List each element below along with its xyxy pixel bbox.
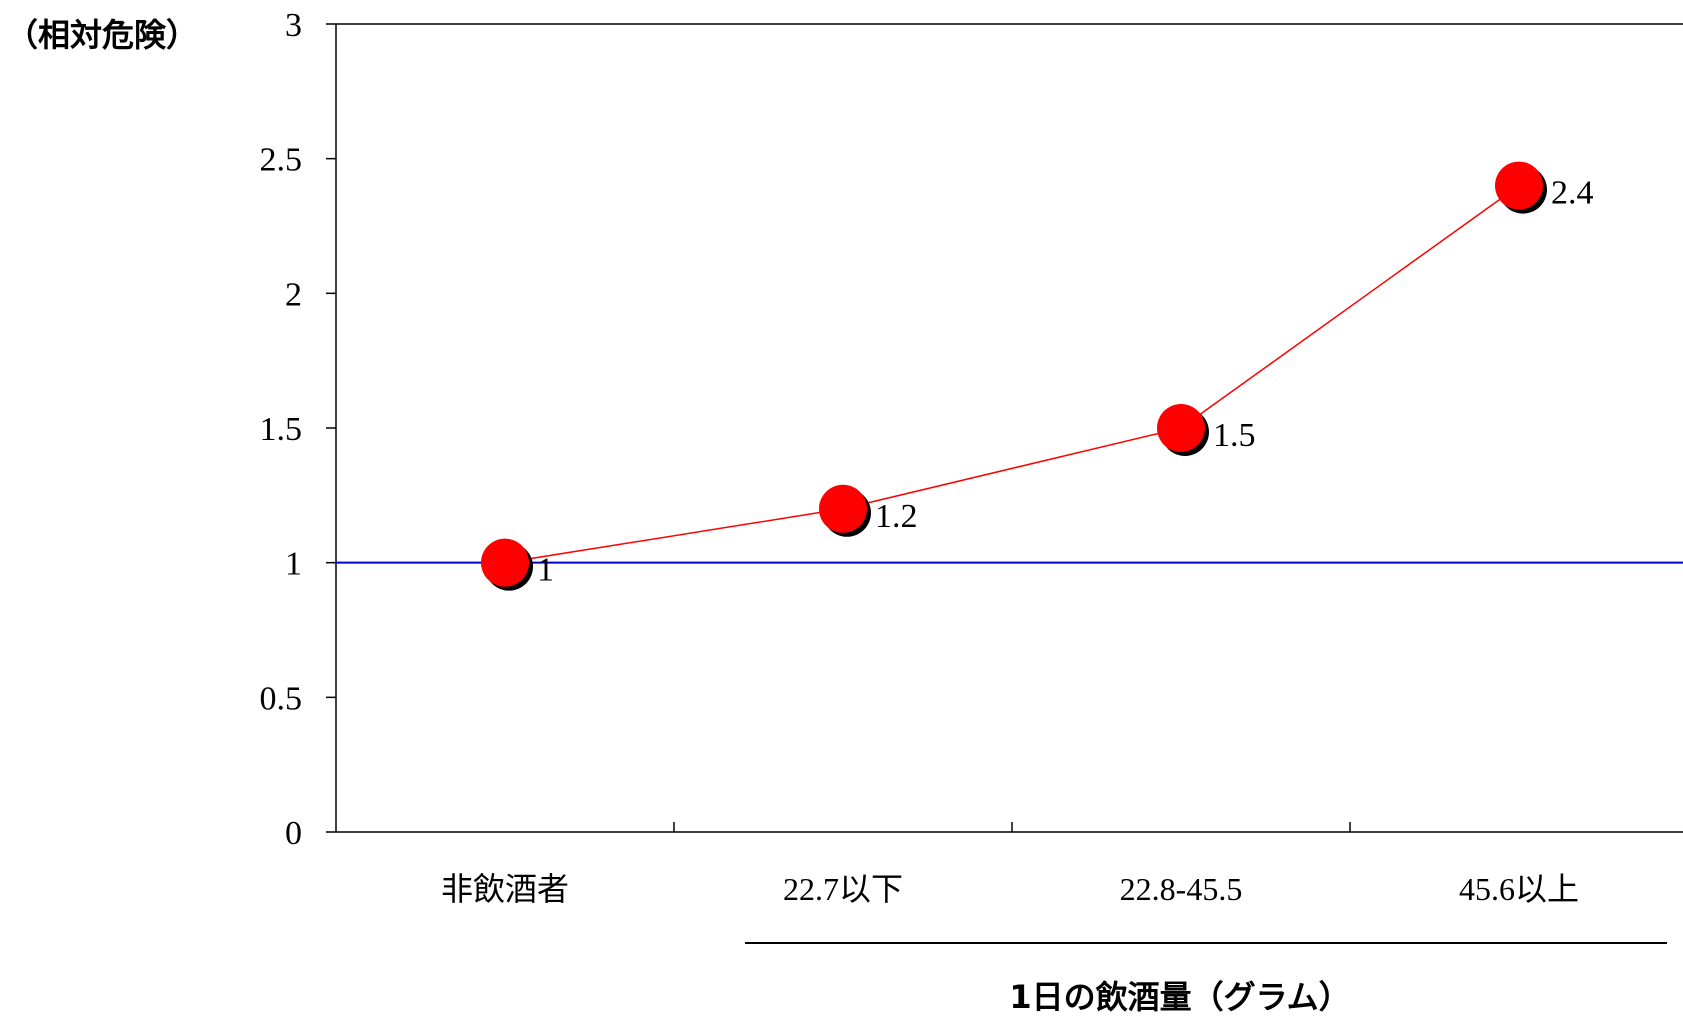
series-line <box>504 184 1520 564</box>
series-markers <box>481 161 1547 591</box>
y-tick-label: 3 <box>285 7 302 44</box>
data-label: 1.2 <box>875 498 918 535</box>
y-ticks: 0 0.5 1 1.5 2 2.5 3 <box>260 7 336 852</box>
y-tick-label: 2 <box>285 276 302 313</box>
y-tick-label: 1 <box>285 546 302 583</box>
data-point <box>481 538 533 591</box>
data-point-marker <box>1495 161 1543 210</box>
data-label: 2.4 <box>1551 175 1594 212</box>
data-point <box>1495 161 1547 214</box>
data-label: 1.5 <box>1213 417 1256 454</box>
y-tick-label: 0.5 <box>260 680 303 717</box>
data-point-marker <box>819 484 867 533</box>
x-ticks <box>673 822 1351 832</box>
y-tick-label: 2.5 <box>260 142 303 179</box>
data-label: 1 <box>537 552 554 589</box>
category-label: 45.6以上 <box>1459 871 1579 907</box>
x-axis-title: 1日の飲酒量（グラム） <box>1009 978 1350 1016</box>
y-tick-label: 1.5 <box>260 411 303 448</box>
data-point <box>1157 404 1209 456</box>
data-labels: 1 1.2 1.5 2.4 <box>537 175 1594 589</box>
category-label: 22.8-45.5 <box>1120 871 1243 907</box>
data-point <box>819 484 871 537</box>
data-point-marker <box>1157 404 1205 452</box>
category-label: 22.7以下 <box>783 871 903 907</box>
category-labels: 非飲酒者 22.7以下 22.8-45.5 45.6以上 <box>441 871 1579 907</box>
category-label: 非飲酒者 <box>441 871 569 907</box>
y-tick-label: 0 <box>285 815 302 852</box>
data-point-marker <box>481 538 529 587</box>
y-axis-title: （相対危険） <box>6 16 198 54</box>
